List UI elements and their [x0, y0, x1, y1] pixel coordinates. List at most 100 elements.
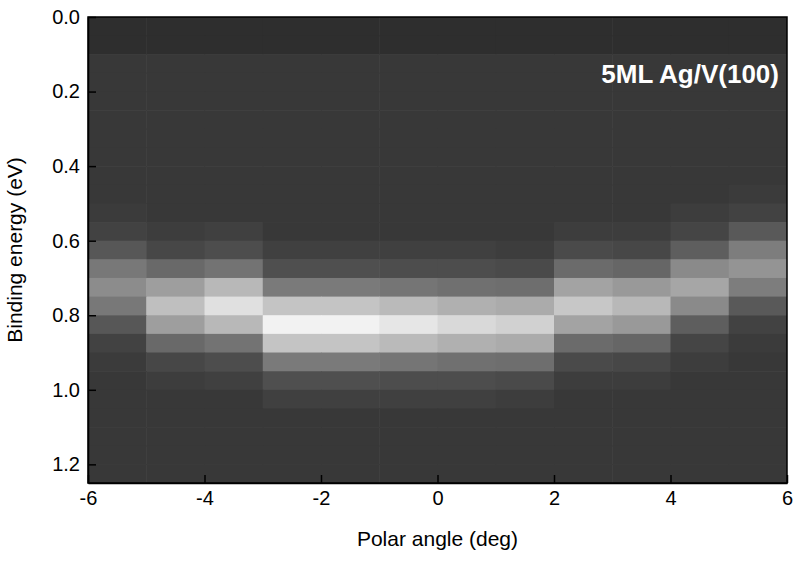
heatmap-cell — [205, 222, 264, 241]
heatmap-cell — [263, 464, 322, 483]
heatmap-cell — [205, 278, 264, 297]
heatmap-cell — [438, 315, 497, 334]
heatmap-cell — [263, 446, 322, 465]
heatmap-cell — [379, 185, 438, 204]
heatmap-cell — [321, 334, 380, 353]
heatmap-cell — [263, 259, 322, 278]
heatmap-cell — [205, 185, 264, 204]
heatmap-cell — [438, 166, 497, 185]
heatmap-cell — [496, 408, 555, 427]
heatmap-cell — [612, 36, 671, 55]
plot-frame — [88, 17, 787, 483]
heatmap-cell — [496, 334, 555, 353]
heatmap-cell — [612, 315, 671, 334]
heatmap-cell — [205, 464, 264, 483]
heatmap-cell — [146, 259, 205, 278]
heatmap-cell — [671, 353, 730, 372]
heatmap-cell — [321, 259, 380, 278]
heatmap-cell — [729, 222, 787, 241]
heatmap-cell — [438, 446, 497, 465]
heatmap-cell — [496, 17, 555, 36]
heatmap-cell — [321, 241, 380, 260]
heatmap-cell — [496, 147, 555, 166]
heatmap-cell — [88, 315, 147, 334]
heatmap-cell — [88, 446, 147, 465]
heatmap-cell — [729, 446, 787, 465]
heatmap-cell — [379, 17, 438, 36]
heatmap-cell — [205, 110, 264, 129]
heatmap-cell — [146, 353, 205, 372]
tick-mark — [670, 475, 672, 483]
heatmap-cell — [205, 259, 264, 278]
heatmap-cell — [321, 36, 380, 55]
heatmap-cell — [321, 54, 380, 73]
heatmap-cell — [438, 73, 497, 92]
heatmap-cell — [729, 371, 787, 390]
heatmap-cell — [263, 36, 322, 55]
heatmap-cell — [263, 73, 322, 92]
tick-label: 4 — [665, 487, 676, 509]
tick-label: 0.2 — [52, 80, 80, 102]
tick-label: 0.4 — [52, 155, 80, 177]
heatmap-cell — [554, 278, 613, 297]
heatmap-cell — [321, 129, 380, 148]
heatmap-cell — [496, 464, 555, 483]
heatmap-cell — [496, 203, 555, 222]
heatmap-cell — [379, 446, 438, 465]
heatmap-cell — [379, 464, 438, 483]
heatmap-cell — [321, 408, 380, 427]
heatmap-cell — [263, 203, 322, 222]
heatmap-cell — [146, 166, 205, 185]
heatmap-cell — [612, 446, 671, 465]
heatmap-cell — [438, 222, 497, 241]
heatmap-cell — [321, 92, 380, 111]
heatmap-cell — [496, 36, 555, 55]
heatmap-cell — [554, 166, 613, 185]
heatmap-cell — [612, 334, 671, 353]
heatmap-cell — [612, 390, 671, 409]
heatmap-cell — [496, 185, 555, 204]
heatmap-cell — [612, 222, 671, 241]
heatmap-cell — [612, 17, 671, 36]
heatmap-cell — [554, 315, 613, 334]
heatmap-cell — [146, 73, 205, 92]
heatmap-cell — [88, 464, 147, 483]
heatmap-cell — [554, 353, 613, 372]
heatmap-cell — [146, 203, 205, 222]
heatmap-cell — [612, 110, 671, 129]
heatmap-cell — [671, 390, 730, 409]
heatmap-cell — [88, 408, 147, 427]
heatmap-cell — [321, 185, 380, 204]
heatmap-cell — [671, 203, 730, 222]
heatmap-cell — [671, 315, 730, 334]
heatmap-cell — [263, 54, 322, 73]
heatmap-cell — [205, 390, 264, 409]
heatmap-cell — [88, 297, 147, 316]
tick-label: 0.6 — [52, 230, 80, 252]
tick-label: 1.0 — [52, 379, 80, 401]
x-axis-title: Polar angle (deg) — [357, 527, 518, 550]
heatmap-cell — [612, 427, 671, 446]
heatmap-cell — [379, 390, 438, 409]
heatmap-cell — [379, 278, 438, 297]
heatmap-cell — [263, 110, 322, 129]
heatmap-cell — [205, 334, 264, 353]
heatmap-cell — [554, 36, 613, 55]
heatmap-cell — [671, 147, 730, 166]
heatmap-cell — [438, 297, 497, 316]
heatmap-cell — [438, 110, 497, 129]
heatmap-cell — [496, 110, 555, 129]
heatmap-cell — [612, 92, 671, 111]
heatmap-cell — [612, 371, 671, 390]
heatmap-cell — [554, 371, 613, 390]
heatmap-cell — [205, 408, 264, 427]
heatmap-cell — [554, 464, 613, 483]
heatmap-cell — [88, 147, 147, 166]
heatmap-cell — [729, 408, 787, 427]
tick: 1.2 — [52, 453, 96, 475]
heatmap-cell — [146, 297, 205, 316]
heatmap-cell — [379, 427, 438, 446]
heatmap-cell — [554, 17, 613, 36]
heatmap-cell — [263, 129, 322, 148]
heatmap-cell — [88, 259, 147, 278]
